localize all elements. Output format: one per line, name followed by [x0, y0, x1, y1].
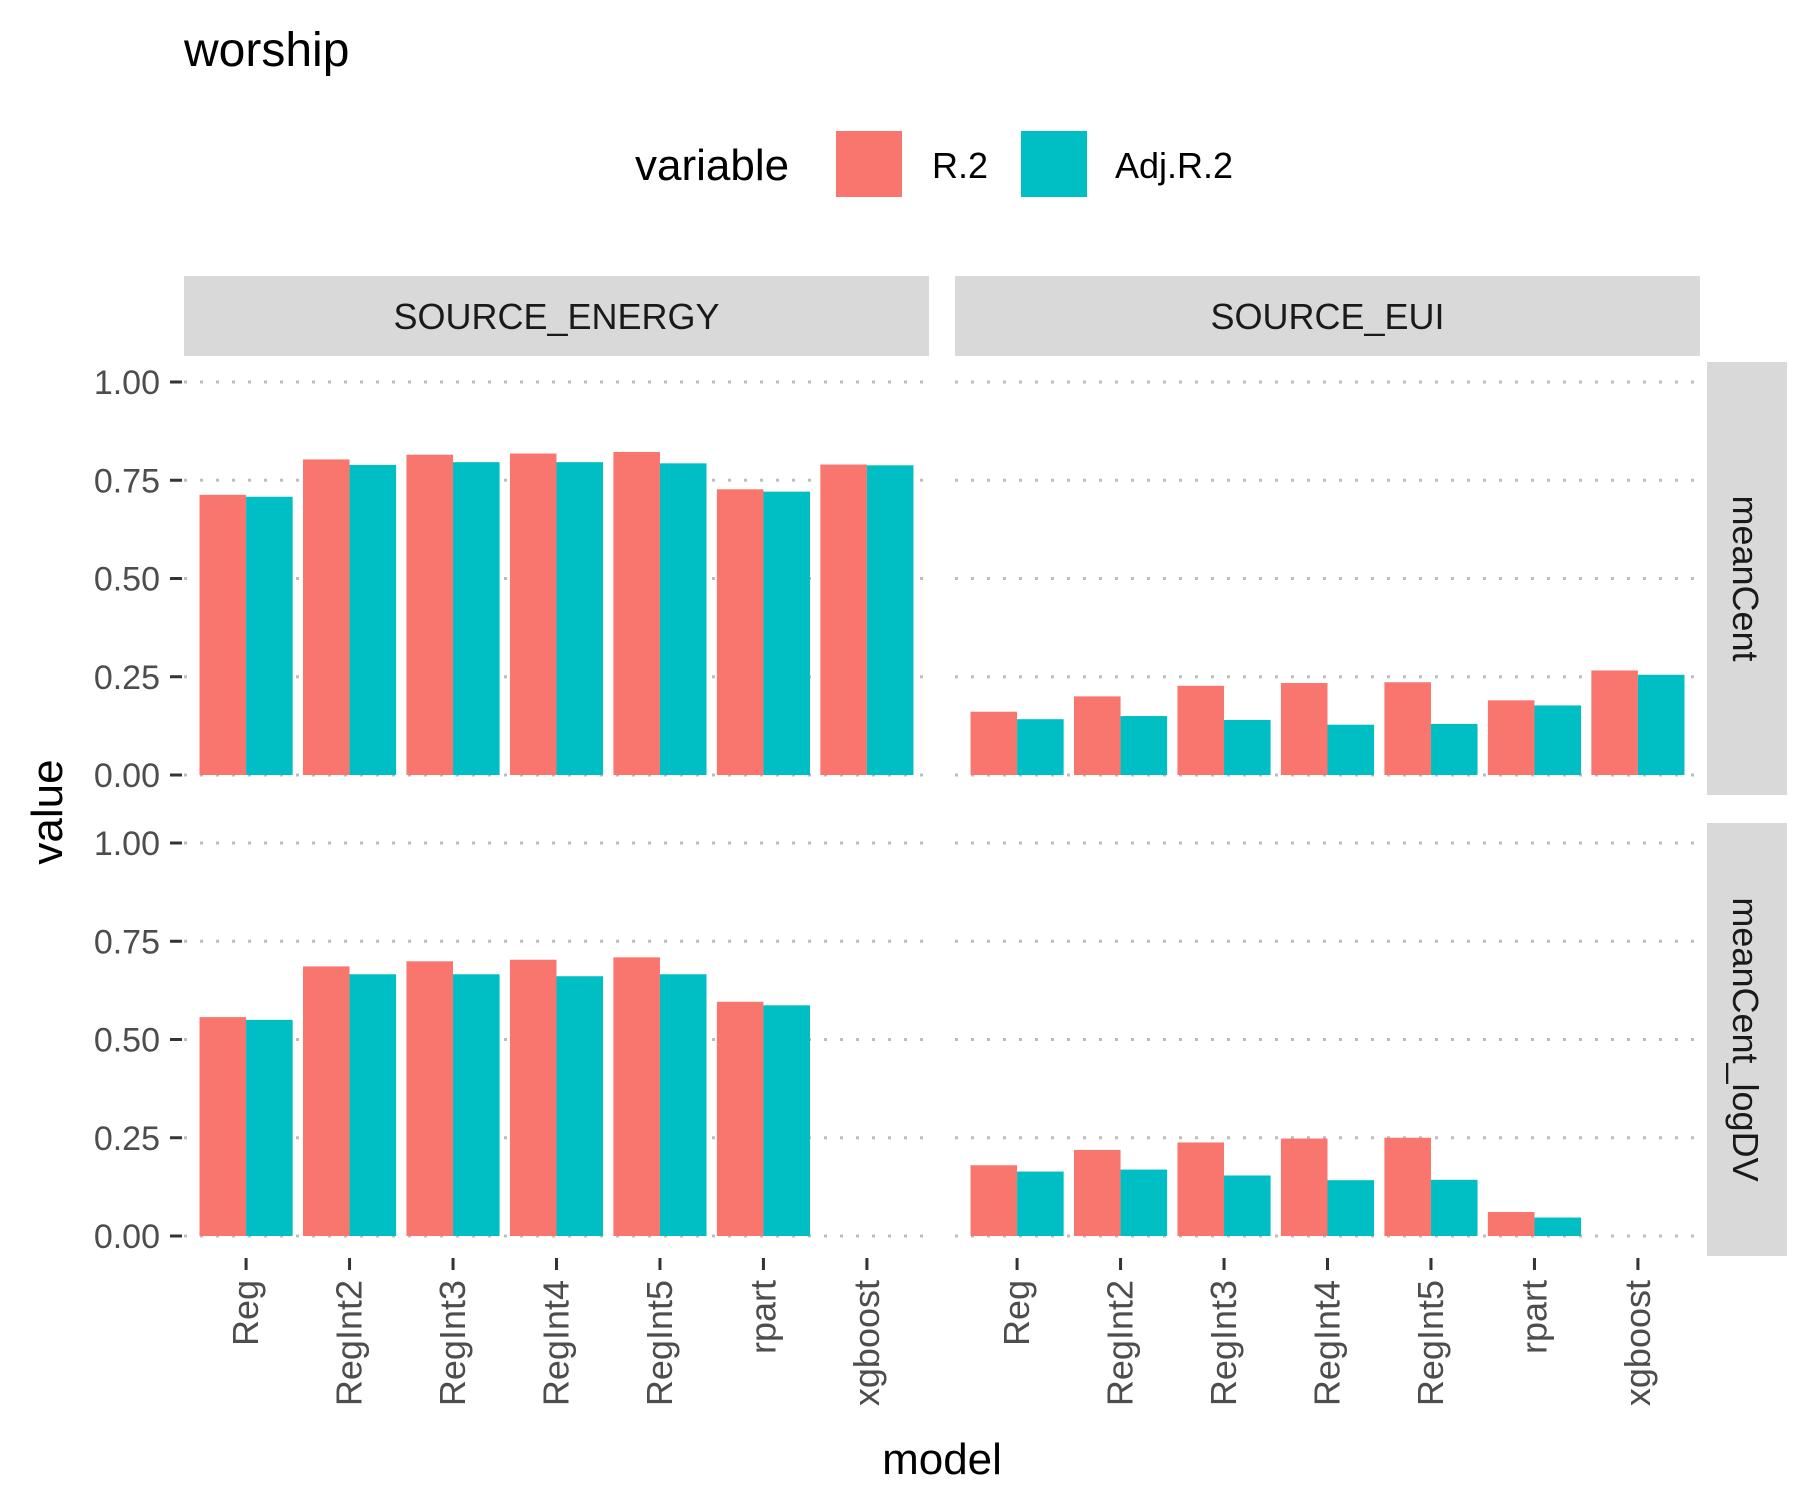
x-tick-label: RegInt5 [1410, 1280, 1451, 1406]
bar-adj-r-2-rpart [763, 491, 811, 775]
bar-r-2-reg [970, 711, 1018, 775]
x-tick-label: RegInt3 [432, 1280, 473, 1406]
x-tick-label: RegInt4 [536, 1280, 577, 1406]
bar-r-2-regint4 [509, 453, 557, 775]
bar-r-2-regint2 [1073, 1149, 1121, 1236]
bar-adj-r-2-regint3 [453, 974, 500, 1236]
bar-adj-r-2-rpart [1534, 705, 1582, 775]
bar-adj-r-2-regint2 [1120, 1169, 1168, 1236]
bar-r-2-rpart [1487, 700, 1535, 775]
bar-adj-r-2-regint2 [349, 464, 397, 775]
bar-r-2-regint3 [406, 961, 454, 1236]
y-tick-label: 0.00 [94, 757, 160, 795]
chart-title: worship [183, 24, 349, 77]
x-tick-label: RegInt2 [1100, 1280, 1141, 1406]
bar-adj-r-2-regint3 [453, 462, 500, 775]
bar-r-2-rpart [716, 489, 764, 775]
bar-r-2-regint5 [1384, 682, 1431, 775]
facet-strip-source-eui [955, 276, 1700, 356]
y-tick-label: 1.00 [94, 364, 160, 402]
x-tick-label: Reg [996, 1280, 1037, 1346]
bar-adj-r-2-reg [246, 1019, 293, 1236]
legend-title: variable [635, 141, 789, 190]
bar-adj-r-2-reg [1017, 719, 1064, 775]
bar-adj-r-2-regint3 [1224, 1175, 1271, 1236]
bar-r-2-regint2 [302, 459, 350, 775]
facet-strip-label: meanCent_logDV [1725, 897, 1766, 1181]
x-tick-label: rpart [1513, 1280, 1554, 1354]
bar-r-2-rpart [716, 1001, 764, 1236]
x-tick-label: RegInt5 [639, 1280, 680, 1406]
plot-area: SOURCE_ENERGY SOURCE_EUI meanCent meanCent_… [94, 276, 1787, 1406]
y-tick-label: 0.75 [94, 923, 160, 961]
bar-adj-r-2-regint4 [1327, 724, 1375, 775]
bar-r-2-regint4 [509, 959, 557, 1236]
y-tick-label: 1.00 [94, 825, 160, 863]
bar-r-2-regint4 [1280, 1138, 1328, 1236]
facet-strip-label: SOURCE_EUI [1210, 296, 1444, 337]
bar-adj-r-2-regint5 [1430, 1179, 1478, 1236]
bar-adj-r-2-regint4 [1327, 1180, 1375, 1236]
x-tick-label: Reg [225, 1280, 266, 1346]
bar-r-2-regint5 [613, 451, 660, 775]
bar-r-2-regint4 [1280, 683, 1328, 775]
facet-strip-meancent-logdv [1707, 823, 1787, 1256]
bar-adj-r-2-regint5 [659, 974, 707, 1236]
y-axis-title: value [23, 759, 72, 864]
bar-r-2-rpart [1487, 1212, 1535, 1236]
bar-r-2-xgboost [820, 464, 867, 775]
bar-r-2-reg [970, 1165, 1018, 1236]
bar-adj-r-2-regint4 [556, 462, 604, 775]
x-tick-label: RegInt2 [329, 1280, 370, 1406]
legend-key-adj-r2 [1021, 131, 1087, 197]
bar-r-2-regint3 [406, 454, 454, 775]
bar-adj-r-2-reg [246, 496, 293, 775]
bar-r-2-regint5 [613, 957, 660, 1236]
bar-r-2-xgboost [1591, 670, 1638, 775]
y-tick-label: 0.50 [94, 1022, 160, 1060]
legend: variable R.2 Adj.R.2 [635, 131, 1233, 197]
facet-strip-source-energy [184, 276, 929, 356]
bar-adj-r-2-regint2 [1120, 716, 1168, 775]
bar-adj-r-2-regint4 [556, 976, 604, 1236]
bar-adj-r-2-regint5 [659, 463, 707, 775]
bar-adj-r-2-regint2 [349, 974, 397, 1236]
y-tick-label: 0.75 [94, 462, 160, 500]
bar-r-2-regint3 [1177, 685, 1225, 775]
bar-adj-r-2-regint5 [1430, 723, 1478, 775]
legend-key-r2 [836, 131, 902, 197]
bar-r-2-regint3 [1177, 1142, 1225, 1236]
x-tick-label: xgboost [846, 1280, 887, 1406]
bar-r-2-regint2 [302, 966, 350, 1236]
bar-adj-r-2-rpart [763, 1005, 811, 1236]
y-tick-label: 0.50 [94, 561, 160, 599]
bar-adj-r-2-xgboost [1637, 674, 1685, 775]
legend-label-r2: R.2 [932, 145, 988, 186]
bar-r-2-reg [199, 494, 247, 775]
bar-adj-r-2-reg [1017, 1171, 1064, 1236]
legend-label-adj-r2: Adj.R.2 [1115, 145, 1233, 186]
bar-r-2-reg [199, 1017, 247, 1236]
x-axis-title: model [882, 1435, 1002, 1484]
bar-adj-r-2-rpart [1534, 1217, 1582, 1236]
bar-adj-r-2-regint3 [1224, 719, 1271, 775]
x-tick-label: rpart [742, 1280, 783, 1354]
y-tick-label: 0.00 [94, 1218, 160, 1256]
x-tick-label: RegInt4 [1307, 1280, 1348, 1406]
facet-strip-label: SOURCE_ENERGY [393, 296, 719, 337]
facet-strip-meancent [1707, 362, 1787, 795]
facet-strip-label: meanCent [1725, 495, 1766, 661]
y-tick-label: 0.25 [94, 1120, 160, 1158]
x-tick-label: RegInt3 [1203, 1280, 1244, 1406]
bar-adj-r-2-xgboost [866, 465, 914, 775]
bar-r-2-regint5 [1384, 1137, 1431, 1236]
bar-r-2-regint2 [1073, 696, 1121, 775]
x-tick-label: xgboost [1617, 1280, 1658, 1406]
y-tick-label: 0.25 [94, 659, 160, 697]
